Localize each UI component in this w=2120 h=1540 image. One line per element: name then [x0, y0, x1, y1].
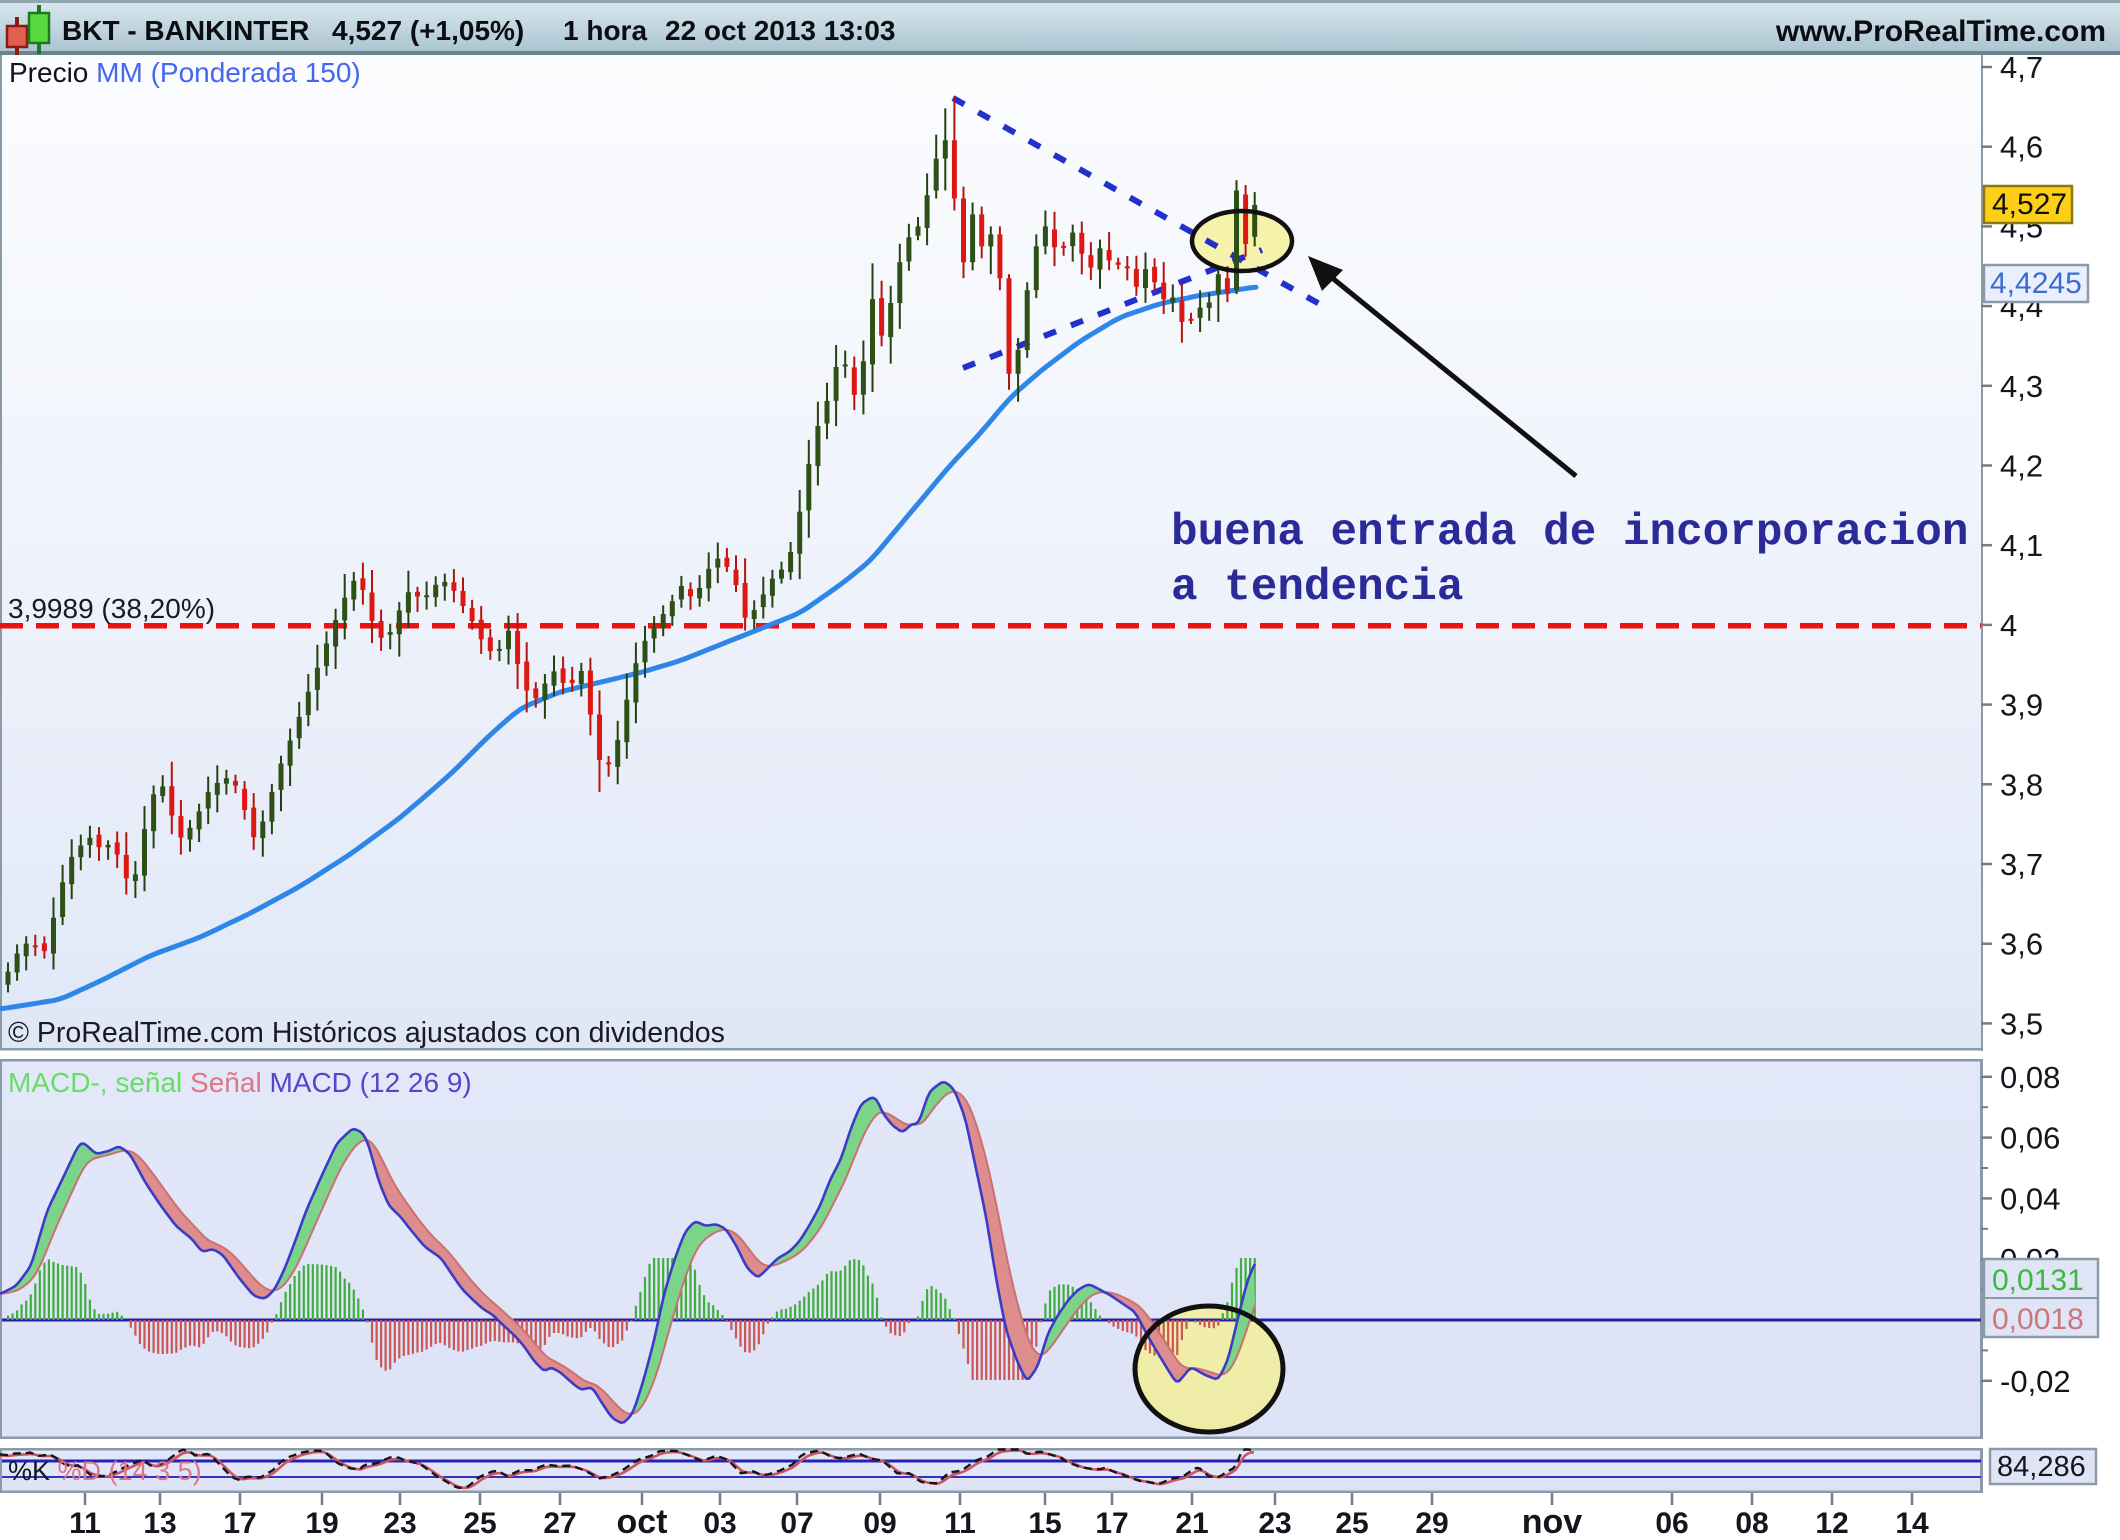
svg-text:09: 09	[863, 1507, 896, 1540]
svg-text:17: 17	[223, 1507, 256, 1540]
svg-text:15: 15	[1028, 1507, 1061, 1540]
svg-text:14: 14	[1895, 1507, 1929, 1540]
svg-text:0,04: 0,04	[2000, 1181, 2060, 1216]
svg-text:4,3: 4,3	[2000, 369, 2043, 404]
svg-text:0,0131: 0,0131	[1992, 1264, 2084, 1297]
svg-text:buena entrada de incorporacion: buena entrada de incorporacion	[1171, 508, 1968, 558]
svg-text:3,5: 3,5	[2000, 1006, 2043, 1041]
svg-text:11: 11	[69, 1507, 101, 1540]
svg-text:07: 07	[780, 1507, 813, 1540]
svg-text:4,6: 4,6	[2000, 130, 2043, 165]
svg-text:%K %D (14 3 5): %K %D (14 3 5)	[8, 1456, 202, 1486]
svg-text:nov: nov	[1522, 1503, 1583, 1540]
svg-text:© ProRealTime.com Históricos: © ProRealTime.com Históricos ajustados c…	[8, 1017, 725, 1049]
svg-text:3,8: 3,8	[2000, 767, 2043, 802]
svg-text:0,06: 0,06	[2000, 1121, 2060, 1156]
svg-text:BKT - BANKINTER: BKT - BANKINTER	[62, 15, 309, 46]
svg-text:4: 4	[2000, 608, 2017, 643]
svg-text:Precio MM (Ponderada 150): Precio MM (Ponderada 150)	[9, 57, 361, 88]
svg-text:4,527 (+1,05%): 4,527 (+1,05%)	[332, 15, 524, 46]
svg-text:4,2: 4,2	[2000, 449, 2043, 484]
svg-text:3,6: 3,6	[2000, 927, 2043, 962]
svg-text:17: 17	[1095, 1507, 1128, 1540]
svg-text:4,527: 4,527	[1992, 188, 2067, 221]
svg-text:25: 25	[463, 1507, 496, 1540]
svg-text:13: 13	[143, 1507, 176, 1540]
svg-text:4,7: 4,7	[2000, 50, 2043, 85]
svg-text:MACD-, señal Señal MACD (12 26: MACD-, señal Señal MACD (12 26 9)	[8, 1067, 472, 1098]
svg-text:-0,02: -0,02	[2000, 1364, 2071, 1399]
svg-text:08: 08	[1735, 1507, 1768, 1540]
svg-text:a tendencia: a tendencia	[1171, 563, 1463, 613]
svg-text:11: 11	[944, 1507, 976, 1540]
svg-text:4,4245: 4,4245	[1990, 267, 2082, 300]
svg-text:03: 03	[703, 1507, 736, 1540]
svg-text:3,7: 3,7	[2000, 847, 2043, 882]
svg-text:0,08: 0,08	[2000, 1060, 2060, 1095]
svg-text:oct: oct	[617, 1503, 668, 1540]
svg-text:23: 23	[383, 1507, 416, 1540]
svg-text:25: 25	[1335, 1507, 1368, 1540]
svg-text:www.ProRealTime.com: www.ProRealTime.com	[1775, 15, 2106, 48]
svg-text:3,9989 (38,20%): 3,9989 (38,20%)	[8, 593, 215, 624]
svg-text:23: 23	[1258, 1507, 1291, 1540]
svg-text:22 oct 2013 13:03: 22 oct 2013 13:03	[665, 15, 895, 46]
svg-text:19: 19	[305, 1507, 338, 1540]
svg-text:3,9: 3,9	[2000, 688, 2043, 723]
svg-text:21: 21	[1175, 1507, 1208, 1540]
svg-text:29: 29	[1415, 1507, 1448, 1540]
svg-text:27: 27	[543, 1507, 576, 1540]
svg-text:84,286: 84,286	[1997, 1451, 2086, 1483]
svg-text:4,1: 4,1	[2000, 528, 2043, 563]
svg-text:0,0018: 0,0018	[1992, 1303, 2084, 1336]
svg-text:06: 06	[1655, 1507, 1688, 1540]
svg-text:1 hora: 1 hora	[563, 15, 647, 46]
svg-text:12: 12	[1815, 1507, 1848, 1540]
